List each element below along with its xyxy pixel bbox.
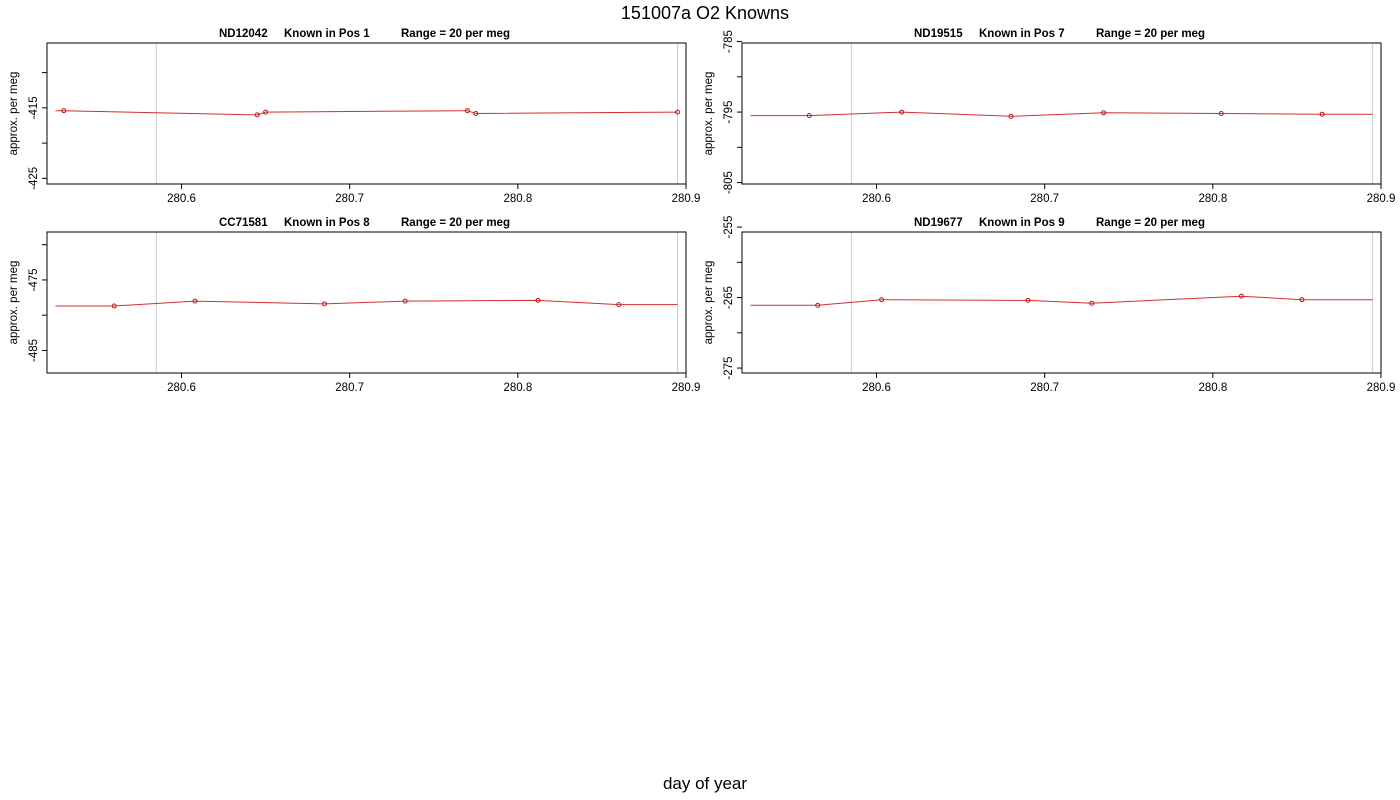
y-axis-label: approx. per meg: [703, 261, 715, 345]
y-tick-label: -485: [28, 339, 40, 362]
y-axis-label: approx. per meg: [8, 261, 20, 345]
x-tick-label: 280.7: [335, 193, 364, 205]
series-line-cc71581: [55, 300, 677, 306]
y-tick-label: -425: [28, 167, 40, 190]
panel-title-part-2: Range = 20 per meg: [401, 217, 510, 229]
y-tick-label: -415: [28, 96, 40, 119]
panel-title-part-2: Range = 20 per meg: [1096, 28, 1205, 40]
x-tick-label: 280.8: [503, 382, 532, 394]
x-tick-label: 280.9: [1367, 193, 1396, 205]
panel-title-part-0: CC71581: [219, 217, 268, 229]
y-axis-label: approx. per meg: [8, 72, 20, 156]
x-tick-label: 280.8: [1198, 382, 1227, 394]
y-axis-label: approx. per meg: [703, 72, 715, 156]
panel-title-part-1: Known in Pos 8: [284, 217, 370, 229]
x-tick-label: 280.7: [1030, 193, 1059, 205]
x-tick-label: 280.7: [335, 382, 364, 394]
chart-panel-nd19515: ND19515 Known in Pos 7 Range = 20 per meg 2…: [703, 28, 1395, 205]
y-tick-label: -275: [723, 357, 735, 380]
x-tick-label: 280.6: [862, 382, 891, 394]
chart-panel-nd12042: ND12042 Known in Pos 1 Range = 20 per meg 2…: [8, 28, 700, 205]
y-tick-label: -265: [723, 286, 735, 309]
panel-title-part-2: Range = 20 per meg: [401, 28, 510, 40]
panel-title-part-1: Known in Pos 7: [979, 28, 1065, 40]
x-tick-label: 280.6: [167, 193, 196, 205]
plot-frame: [47, 43, 686, 184]
chart-panel-nd19677: ND19677 Known in Pos 9 Range = 20 per meg 2…: [703, 216, 1395, 394]
y-tick-label: -795: [723, 101, 735, 124]
panel-title-part-0: ND19515: [914, 28, 963, 40]
x-tick-label: 280.6: [167, 382, 196, 394]
panel-title-part-0: ND12042: [219, 28, 268, 40]
y-tick-label: -785: [723, 30, 735, 53]
panel-title-part-1: Known in Pos 9: [979, 217, 1065, 229]
x-tick-label: 280.6: [862, 193, 891, 205]
x-tick-label: 280.8: [1198, 193, 1227, 205]
x-tick-label: 280.9: [672, 382, 701, 394]
x-tick-label: 280.9: [1367, 382, 1396, 394]
y-tick-label: -805: [723, 171, 735, 194]
x-tick-label: 280.8: [503, 193, 532, 205]
x-axis-label: day of year: [0, 774, 1400, 794]
series-line-nd19677: [750, 296, 1372, 305]
panel-title-part-0: ND19677: [914, 217, 963, 229]
panel-title-part-1: Known in Pos 1: [284, 28, 370, 40]
x-tick-label: 280.7: [1030, 382, 1059, 394]
series-line-nd12042: [55, 111, 677, 115]
y-tick-label: -475: [28, 268, 40, 291]
series-line-nd19515: [750, 112, 1372, 116]
plot-frame: [742, 232, 1381, 373]
panel-title-part-2: Range = 20 per meg: [1096, 217, 1205, 229]
x-tick-label: 280.9: [672, 193, 701, 205]
chart-panel-cc71581: CC71581 Known in Pos 8 Range = 20 per meg 2…: [8, 217, 700, 394]
y-tick-label: -255: [723, 216, 735, 239]
